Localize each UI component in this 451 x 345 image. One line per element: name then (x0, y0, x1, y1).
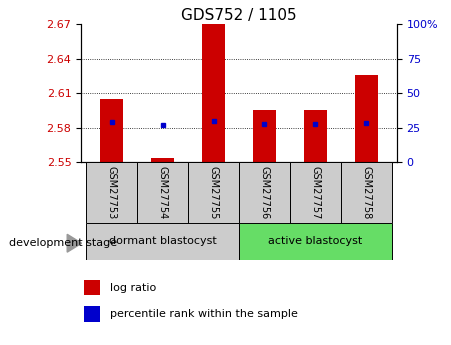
Bar (253, 110, 276, 162)
Bar (86, 162, 137, 223)
Text: percentile rank within the sample: percentile rank within the sample (110, 309, 298, 319)
Bar (341, 162, 392, 223)
Bar (304, 110, 327, 162)
Bar (84, 306, 100, 322)
Bar (188, 162, 239, 223)
Text: GSM27758: GSM27758 (361, 166, 371, 219)
Text: GSM27755: GSM27755 (208, 166, 219, 219)
Bar (239, 162, 290, 223)
Bar (84, 280, 100, 295)
Text: GSM27753: GSM27753 (107, 166, 117, 219)
Bar (151, 158, 174, 162)
Text: GSM27754: GSM27754 (158, 166, 168, 219)
Text: dormant blastocyst: dormant blastocyst (109, 237, 216, 246)
Title: GDS752 / 1105: GDS752 / 1105 (181, 8, 297, 23)
Bar (100, 99, 123, 162)
Text: active blastocyst: active blastocyst (268, 237, 363, 246)
Text: development stage: development stage (9, 238, 117, 248)
Bar (86, 223, 239, 260)
Text: GSM27756: GSM27756 (259, 166, 270, 219)
Polygon shape (67, 234, 82, 252)
Bar (290, 162, 341, 223)
Bar (137, 162, 188, 223)
Text: log ratio: log ratio (110, 283, 156, 293)
Text: GSM27757: GSM27757 (310, 166, 320, 219)
Bar (355, 75, 378, 162)
Bar (239, 223, 392, 260)
Bar (202, 24, 225, 162)
